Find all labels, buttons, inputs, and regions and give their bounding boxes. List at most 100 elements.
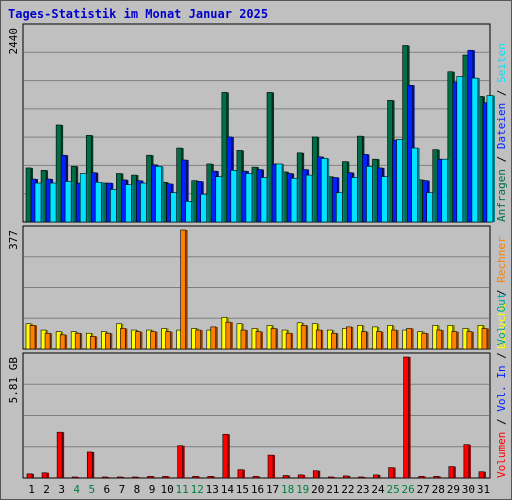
bottom-bar-volumen-day-13 xyxy=(207,476,215,479)
bottom-bar-volumen-day-16 xyxy=(252,476,260,479)
bottom-bar-volumen-day-20 xyxy=(312,470,321,479)
bar-shade xyxy=(378,474,381,478)
bar-face xyxy=(225,321,232,350)
bar-face xyxy=(403,356,409,479)
bar-face xyxy=(266,92,273,223)
bar-shade xyxy=(215,326,218,349)
bar-face xyxy=(255,331,262,350)
x-tick-label-day-18: 18 xyxy=(281,483,294,496)
x-tick-label-day-1: 1 xyxy=(28,483,35,496)
middle-bar-rechner-day-30 xyxy=(466,331,474,350)
bar-face xyxy=(105,332,111,350)
bar-face xyxy=(486,95,494,223)
bottom-bar-volumen-day-7 xyxy=(117,476,125,479)
bar-shade xyxy=(483,471,486,478)
bar-shade xyxy=(257,476,260,478)
bar-face xyxy=(448,466,455,479)
middle-bar-rechner-day-23 xyxy=(361,331,369,350)
top-bar-seiten-day-3 xyxy=(64,181,74,223)
middle-bar-rechner-day-11 xyxy=(180,229,188,350)
bar-face xyxy=(44,332,51,350)
x-tick-label-day-5: 5 xyxy=(88,483,95,496)
bar-face xyxy=(29,325,36,350)
bar-shade xyxy=(92,451,95,478)
bottom-bar-volumen-day-12 xyxy=(192,476,200,479)
bar-face xyxy=(300,325,307,350)
bar-face xyxy=(433,476,440,479)
bottom-bar-volumen-day-29 xyxy=(448,466,456,479)
bar-shade xyxy=(441,330,444,349)
bar-shade xyxy=(230,322,233,349)
bar-shade xyxy=(170,331,173,349)
bar-shade xyxy=(417,148,420,222)
middle-bar-rechner-day-9 xyxy=(150,331,158,350)
x-tick-label-day-15: 15 xyxy=(236,483,249,496)
bar-shade xyxy=(65,334,68,349)
chart-title: Tages-Statistik im Monat Januar 2025 xyxy=(8,7,269,21)
bar-face xyxy=(388,467,394,479)
bar-face xyxy=(373,474,379,479)
bottom-panel: 5.81 GB Volumen / Vol. In / Vol. Out xyxy=(7,293,508,479)
bar-face xyxy=(297,474,304,479)
bar-face xyxy=(41,472,48,479)
bar-shade xyxy=(318,470,321,478)
bottom-bar-volumen-day-25 xyxy=(388,467,396,479)
bar-shade xyxy=(155,331,158,349)
top-bar-seiten-day-10 xyxy=(170,192,179,223)
middle-bar-rechner-day-3 xyxy=(59,334,68,350)
bar-face xyxy=(147,476,153,479)
top-bar-seiten-day-19 xyxy=(305,174,315,223)
bar-shade xyxy=(50,333,53,349)
top-bar-seiten-day-13 xyxy=(215,176,224,223)
bottom-bar-volumen-day-21 xyxy=(327,476,336,479)
bar-face xyxy=(86,451,93,479)
top-legend-item: / xyxy=(495,149,508,169)
middle-bar-rechner-day-2 xyxy=(44,332,53,350)
bar-face xyxy=(180,229,186,350)
x-tick-label-day-17: 17 xyxy=(266,483,279,496)
bar-face xyxy=(358,476,364,479)
top-bar-seiten-day-26 xyxy=(411,147,420,223)
bar-face xyxy=(351,177,358,223)
bar-shade xyxy=(336,333,339,349)
bar-shade xyxy=(242,469,245,478)
bar-face xyxy=(94,181,102,223)
bottom-bar-volumen-day-1 xyxy=(26,473,34,479)
bar-shade xyxy=(221,176,224,222)
top-legend: Anfragen / Dateien / Seiten xyxy=(495,43,508,222)
bar-face xyxy=(237,469,244,479)
bar-shade xyxy=(47,472,50,478)
x-tick-label-day-23: 23 xyxy=(356,483,369,496)
bottom-bar-volumen-day-19 xyxy=(297,474,306,479)
bar-face xyxy=(252,476,259,479)
top-bar-seiten-day-15 xyxy=(245,173,254,223)
bar-face xyxy=(376,331,382,350)
x-tick-label-day-31: 31 xyxy=(477,483,490,496)
bar-face xyxy=(285,332,292,350)
top-bar-seiten-day-5 xyxy=(94,181,104,223)
x-tick-label-day-21: 21 xyxy=(326,483,339,496)
middle-bar-rechner-day-6 xyxy=(105,332,113,350)
bar-face xyxy=(391,329,397,350)
bar-face xyxy=(207,476,214,479)
top-bar-seiten-day-6 xyxy=(110,189,119,223)
bar-face xyxy=(411,147,418,223)
bar-face xyxy=(315,329,322,350)
bar-face xyxy=(192,476,199,479)
bar-shade xyxy=(393,467,396,478)
bar-face xyxy=(165,331,171,350)
x-tick-label-day-16: 16 xyxy=(251,483,264,496)
bar-shade xyxy=(387,176,390,222)
top-bar-seiten-day-17 xyxy=(275,163,285,223)
bar-face xyxy=(343,475,349,479)
bar-face xyxy=(25,167,32,223)
bar-face xyxy=(441,158,449,223)
top-bar-anfragen-day-17 xyxy=(266,92,275,223)
x-tick-label-day-20: 20 xyxy=(311,483,324,496)
bar-shade xyxy=(291,333,294,349)
bar-face xyxy=(270,328,277,350)
bar-face xyxy=(71,476,78,479)
bar-shade xyxy=(297,178,300,222)
bottom-legend: Volumen / Vol. In / Vol. Out xyxy=(495,293,508,478)
